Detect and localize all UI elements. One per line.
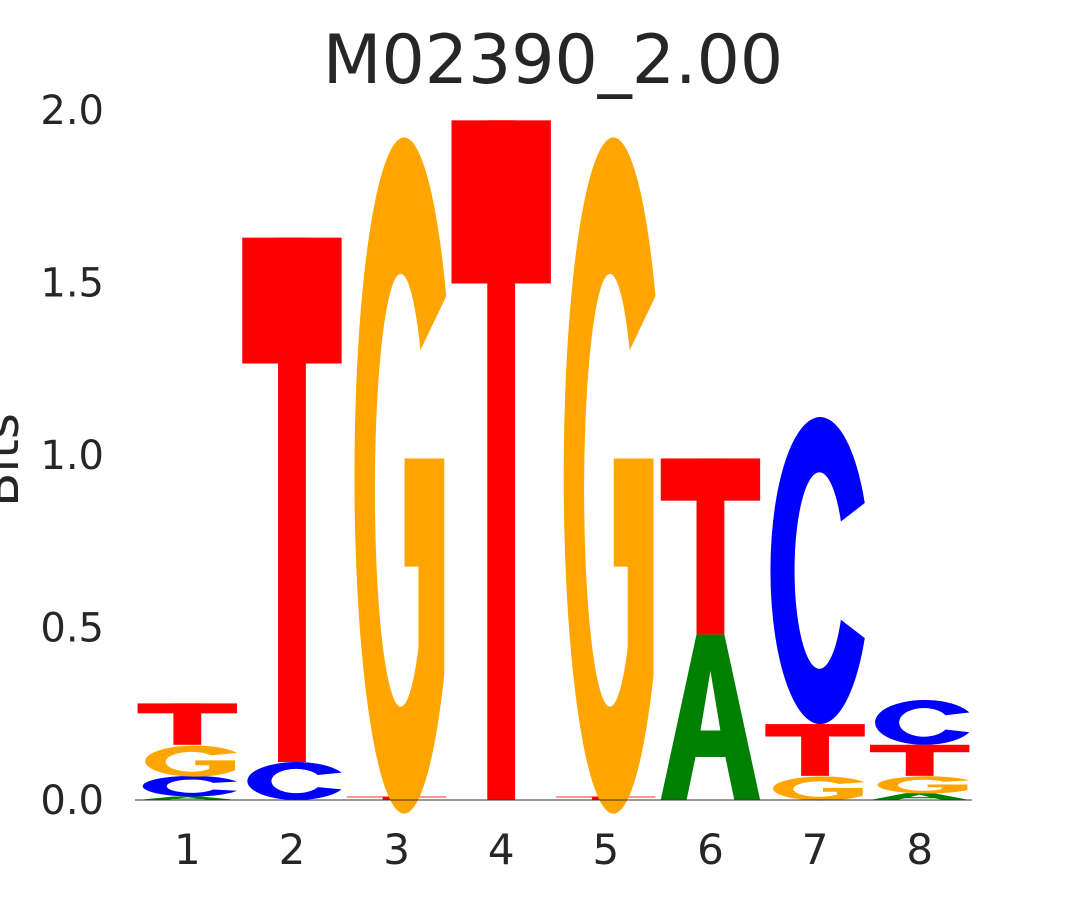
x-axis: 1 2 3 4 5 6 7 8 (174, 825, 933, 874)
logo-stacks (137, 120, 970, 814)
letter-A (869, 793, 970, 800)
logo-stack (765, 417, 865, 801)
letter-T (869, 744, 970, 776)
x-tick-label: 2 (279, 825, 306, 874)
y-tick-label: 0.0 (40, 778, 104, 824)
logo-stack (660, 458, 761, 800)
letter-G (563, 137, 656, 814)
letter-T (137, 703, 238, 745)
letter-T (242, 237, 342, 763)
y-tick-label: 2.0 (40, 88, 104, 134)
letter-C (142, 775, 238, 797)
y-axis-label: Bits (0, 413, 30, 507)
letter-A (137, 796, 238, 800)
logo-stack (346, 137, 447, 814)
letter-C (247, 762, 342, 800)
letter-T (765, 724, 865, 776)
x-tick-label: 8 (906, 825, 933, 874)
x-tick-label: 7 (802, 825, 829, 874)
letter-G (772, 776, 865, 801)
x-tick-label: 1 (174, 825, 201, 874)
letter-G (145, 745, 238, 777)
y-axis: 0.0 0.5 1.0 1.5 2.0 (40, 88, 104, 824)
y-tick-label: 1.5 (40, 261, 104, 307)
logo-stack (242, 237, 342, 800)
letter-C (875, 699, 970, 745)
letter-G (354, 137, 447, 814)
logo-stack (556, 137, 656, 814)
logo-stack (451, 120, 551, 801)
x-tick-label: 6 (697, 825, 724, 874)
y-tick-label: 0.5 (40, 606, 104, 652)
letter-C (770, 417, 865, 725)
x-tick-label: 3 (383, 825, 410, 874)
letter-T (451, 120, 551, 801)
x-tick-label: 5 (592, 825, 619, 874)
logo-stack (137, 703, 238, 800)
letter-A (660, 634, 761, 800)
x-tick-label: 4 (488, 825, 515, 874)
letter-T (660, 458, 761, 635)
chart-title: M02390_2.00 (323, 21, 783, 100)
logo-stack (869, 699, 970, 800)
y-tick-label: 1.0 (40, 433, 104, 479)
letter-G (877, 776, 970, 794)
